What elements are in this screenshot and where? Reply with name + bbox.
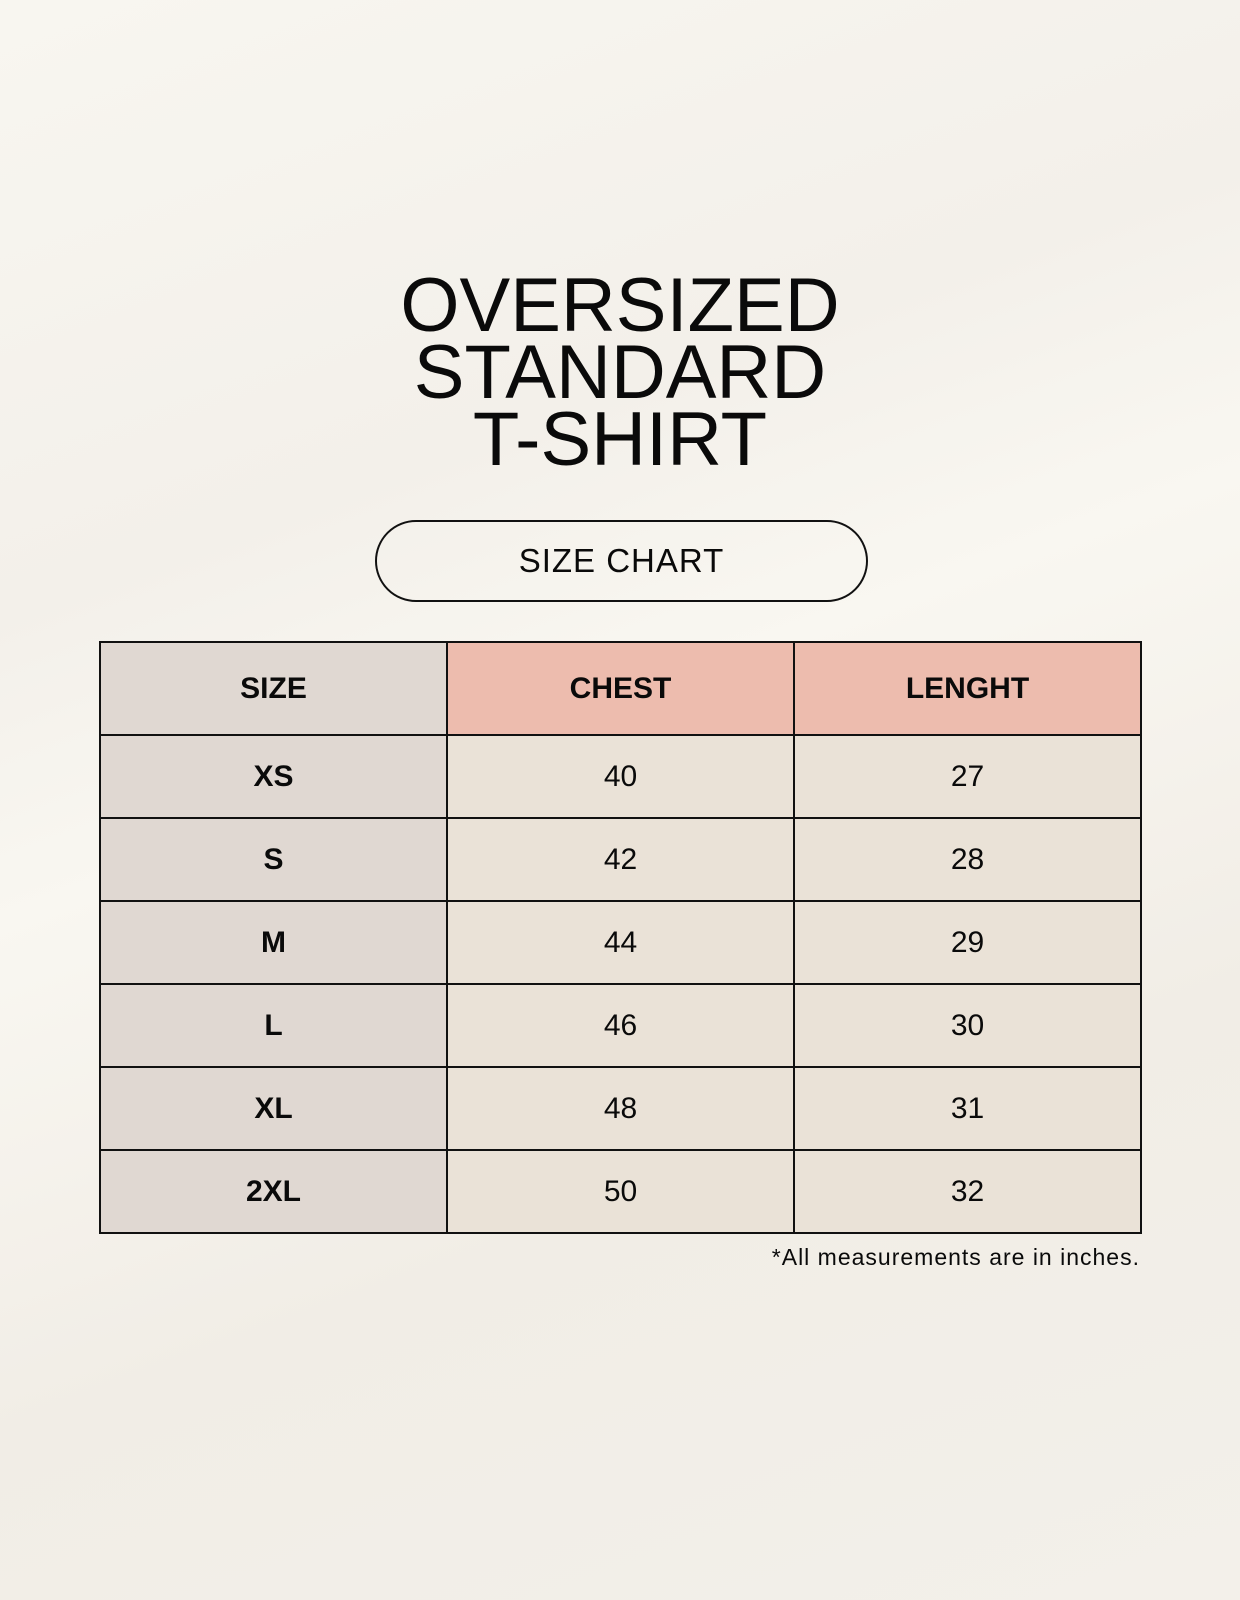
size-cell: 2XL: [99, 1149, 448, 1234]
chest-cell: 46: [446, 983, 795, 1068]
table-row: XS 40 27: [99, 734, 1142, 819]
size-cell: M: [99, 900, 448, 985]
chest-cell: 48: [446, 1066, 795, 1151]
header-size: SIZE: [99, 641, 448, 736]
size-table: SIZE CHEST LENGHT XS 40 27 S 42 28 M 44 29 L 46 30 X…: [99, 641, 1142, 1234]
page-title: OVERSIZED STANDARD T-SHIRT: [0, 263, 1240, 482]
size-chart-badge: SIZE CHART: [375, 520, 868, 602]
table-header-row: SIZE CHEST LENGHT: [99, 641, 1142, 736]
length-cell: 27: [793, 734, 1142, 819]
footnote: *All measurements are in inches.: [771, 1244, 1140, 1270]
chest-cell: 42: [446, 817, 795, 902]
size-cell: L: [99, 983, 448, 1068]
header-length: LENGHT: [793, 641, 1142, 736]
length-cell: 32: [793, 1149, 1142, 1234]
title-line: OVERSIZED: [400, 263, 840, 348]
table-row: XL 48 31: [99, 1066, 1142, 1151]
size-cell: XS: [99, 734, 448, 819]
chest-cell: 50: [446, 1149, 795, 1234]
title-line: STANDARD: [413, 330, 827, 415]
table-row: S 42 28: [99, 817, 1142, 902]
table-row: M 44 29: [99, 900, 1142, 985]
table-row: L 46 30: [99, 983, 1142, 1068]
length-cell: 28: [793, 817, 1142, 902]
table-row: 2XL 50 32: [99, 1149, 1142, 1234]
chest-cell: 44: [446, 900, 795, 985]
length-cell: 31: [793, 1066, 1142, 1151]
length-cell: 30: [793, 983, 1142, 1068]
chest-cell: 40: [446, 734, 795, 819]
size-cell: XL: [99, 1066, 448, 1151]
size-cell: S: [99, 817, 448, 902]
header-chest: CHEST: [446, 641, 795, 736]
length-cell: 29: [793, 900, 1142, 985]
title-line: T-SHIRT: [472, 397, 768, 482]
